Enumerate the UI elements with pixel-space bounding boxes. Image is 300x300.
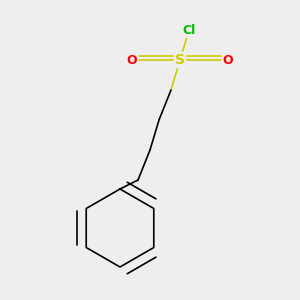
Text: O: O — [127, 53, 137, 67]
Text: S: S — [175, 53, 185, 67]
Text: O: O — [223, 53, 233, 67]
Text: Cl: Cl — [182, 23, 196, 37]
